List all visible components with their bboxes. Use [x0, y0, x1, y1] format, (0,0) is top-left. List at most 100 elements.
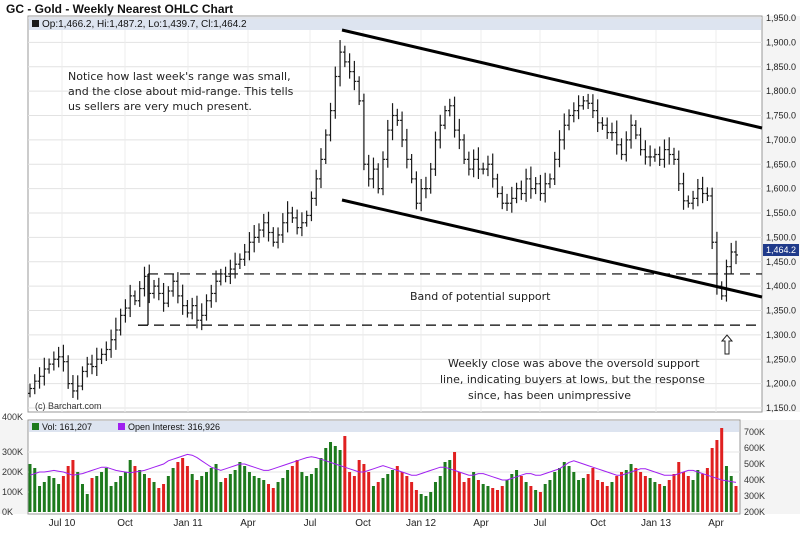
ohlc-bar — [638, 127, 643, 156]
volume-bar — [52, 478, 56, 512]
ohlc-bar — [252, 225, 257, 253]
volume-bar — [414, 490, 418, 512]
volume-bar — [85, 494, 89, 512]
volume-bar — [252, 476, 256, 512]
volume-bar — [429, 492, 433, 512]
x-axis-label: Jan 12 — [406, 518, 436, 529]
volume-bar — [505, 480, 509, 512]
volume-panel-max-label: 400K — [2, 412, 23, 422]
volume-bar — [338, 450, 342, 512]
price-tick-label: 1,600.0 — [766, 184, 796, 194]
volume-bar — [529, 486, 533, 512]
ohlc-bar — [457, 118, 462, 150]
ohlc-bar — [347, 53, 352, 79]
ohlc-bar — [619, 138, 624, 160]
volume-bar — [352, 476, 356, 512]
volume-bar — [80, 484, 84, 512]
volume-bar — [181, 458, 185, 512]
ohlc-bar — [729, 242, 734, 275]
volume-bar — [76, 472, 80, 512]
ohlc-bar — [142, 266, 147, 297]
volume-bar — [262, 480, 266, 512]
ohlc-bar — [476, 147, 481, 179]
volume-bars — [28, 428, 738, 512]
ohlc-bar — [648, 145, 653, 167]
ohlc-bar — [233, 252, 238, 279]
volume-bar — [405, 476, 409, 512]
volume-bar — [61, 476, 65, 512]
volume-bar — [653, 482, 657, 512]
volume-bar — [90, 478, 94, 512]
annotation-note-3-line-2: line, indicating buyers at lows, but the… — [440, 373, 705, 386]
volume-bar — [453, 452, 457, 512]
volume-bar — [309, 474, 313, 512]
volume-bar — [281, 478, 285, 512]
ohlc-bar — [452, 96, 457, 138]
ohlc-readout: Op:1,466.2, Hi:1,487.2, Lo:1,439.7, Cl:1… — [42, 19, 247, 30]
ohlc-bar — [66, 355, 71, 389]
x-axis-labels: Jul 10 Oct Jan 11 Apr Jul Oct Jan 12 Apr Jul Oct J… — [49, 518, 725, 529]
ohlc-bar — [266, 211, 271, 242]
ohlc-bar — [600, 117, 605, 130]
volume-bar — [57, 484, 61, 512]
volume-bar — [481, 484, 485, 512]
ohlc-bar — [366, 154, 371, 187]
volume-bar — [267, 484, 271, 512]
ohlc-bar — [509, 186, 514, 213]
volume-bar — [658, 484, 662, 512]
ohlc-bar — [280, 213, 285, 243]
ohlc-bar — [485, 155, 490, 177]
ohlc-bar — [242, 243, 247, 266]
ohlc-bar — [295, 209, 300, 235]
volume-bar — [104, 468, 108, 512]
ohlc-bar — [695, 178, 700, 207]
ohlc-bar — [147, 264, 152, 304]
ohlc-bar — [400, 111, 405, 148]
ohlc-bar — [552, 151, 557, 186]
price-tick-label: 1,500.0 — [766, 232, 796, 242]
volume-bar — [624, 470, 628, 512]
open-interest-legend-swatch — [118, 423, 125, 430]
volume-bar — [176, 462, 180, 512]
volume-panel-frame — [27, 419, 741, 515]
volume-bar — [233, 470, 237, 512]
volume-bar — [38, 486, 42, 512]
volume-bar — [286, 470, 290, 512]
volume-bar — [305, 476, 309, 512]
volume-bar — [348, 472, 352, 512]
volume-bar — [257, 478, 261, 512]
price-tick-label: 1,250.0 — [766, 354, 796, 364]
volume-bar — [410, 482, 414, 512]
volume-axis-ticks: 300K 200K 100K 0K — [2, 447, 23, 517]
volume-bar — [66, 466, 70, 512]
x-axis-label: Jul — [534, 518, 547, 529]
volume-bar — [538, 492, 542, 512]
volume-bar — [662, 486, 666, 512]
volume-bar — [138, 470, 142, 512]
volume-tick-label: 200K — [2, 467, 23, 477]
price-tick-label: 1,700.0 — [766, 135, 796, 145]
ohlc-bar — [299, 212, 304, 237]
price-tick-label: 1,750.0 — [766, 111, 796, 121]
volume-bar — [343, 436, 347, 512]
ohlc-bar — [538, 174, 543, 201]
volume-bar — [462, 482, 466, 512]
volume-bar — [128, 460, 132, 512]
x-axis-label: Apr — [473, 518, 489, 529]
ohlc-bar — [481, 162, 486, 175]
ohlc-bar — [533, 177, 538, 195]
volume-bar — [558, 468, 561, 512]
price-tick-label: 1,400.0 — [766, 281, 796, 291]
volume-bar — [214, 464, 218, 512]
ohlc-bar — [128, 284, 133, 318]
ohlc-bar — [185, 299, 190, 318]
volume-bar — [715, 440, 719, 512]
volume-bar — [562, 462, 566, 512]
ohlc-bar — [109, 329, 114, 358]
volume-bar — [596, 480, 600, 512]
x-axis-label: Jan 13 — [641, 518, 671, 529]
volume-bar — [185, 466, 189, 512]
volume-bar — [600, 482, 604, 512]
volume-bar — [371, 486, 375, 512]
volume-axis-panel-left — [0, 420, 28, 514]
